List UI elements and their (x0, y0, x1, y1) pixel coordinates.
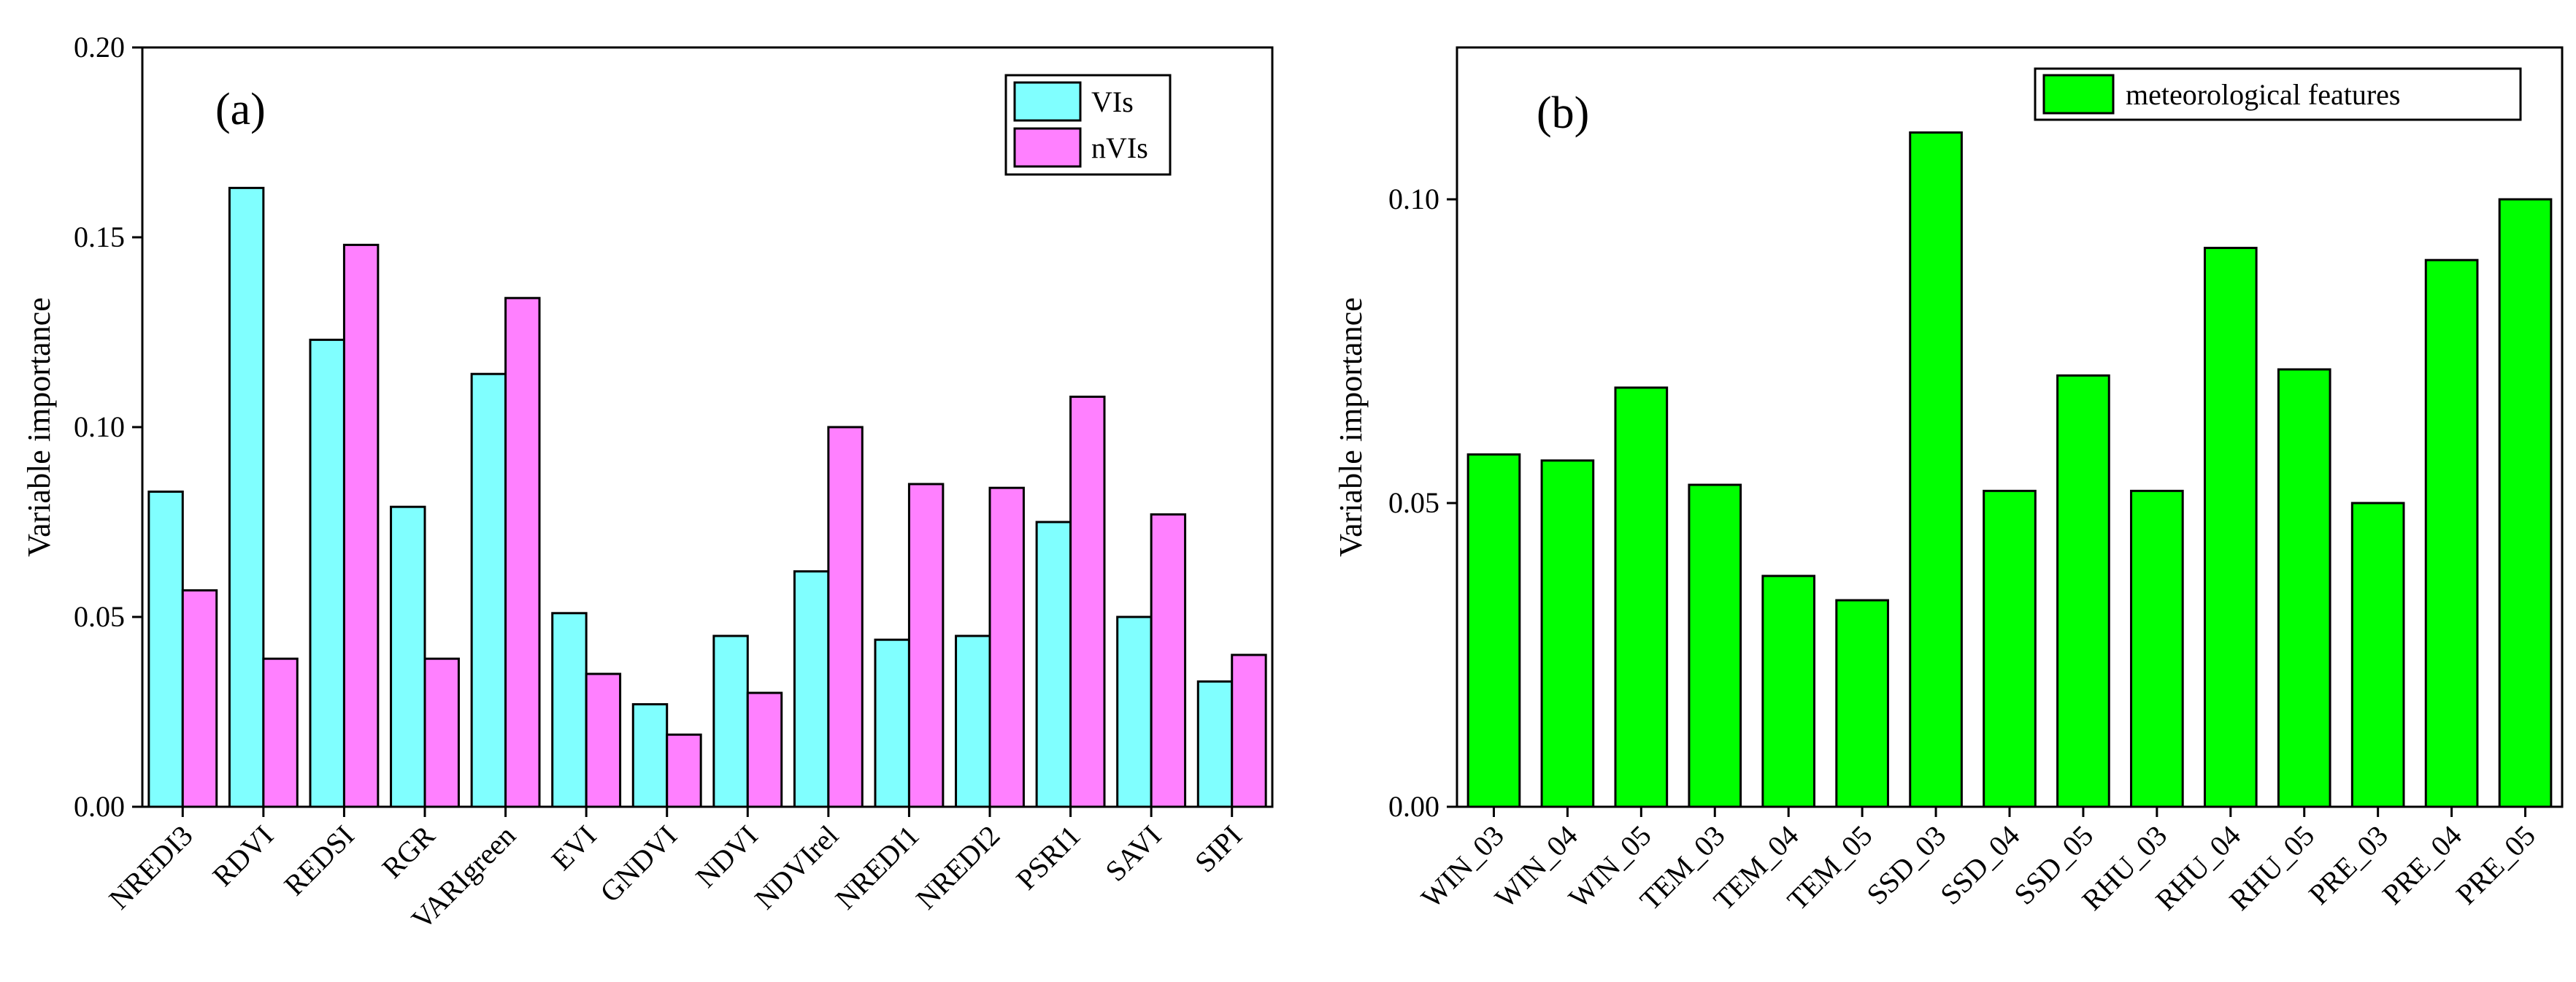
x-tick-label-win-04: WIN_04 (1488, 819, 1584, 915)
chart-b-legend: meteorological features (2034, 67, 2522, 121)
chart-a-bars (147, 186, 1267, 808)
bar-nvis-ndvirel (827, 426, 864, 808)
bar-vis-nredi2 (955, 634, 991, 808)
bar-meteorological-features-pre-05 (2498, 198, 2553, 808)
y-tick-label-0-20: 0.20 (74, 31, 125, 64)
legend-swatch-nvis (1013, 127, 1082, 168)
chart-a-panel-label: (a) (215, 85, 266, 134)
bar-vis-psri1 (1035, 521, 1072, 808)
x-tick-label-evi: EVI (545, 819, 603, 877)
bar-nvis-nredi3 (181, 589, 218, 808)
chart-b-y-axis: 0.00 0.05 0.10 (1388, 183, 1457, 823)
chart-b-legend-box (2034, 67, 2522, 121)
x-tick-label-ssd-04: SSD_04 (1934, 819, 2026, 911)
legend-label-nvis: nVIs (1091, 131, 1148, 164)
bar-meteorological-features-ssd-04 (1983, 489, 2037, 808)
bar-nvis-rgr (423, 657, 460, 808)
bar-vis-redsi (309, 338, 345, 808)
x-tick-label-psri1: PSRI1 (1010, 819, 1087, 897)
chart-b-x-axis: WIN_03WIN_04WIN_05TEM_03TEM_04TEM_05SSD_… (1415, 807, 2542, 917)
bar-meteorological-features-tem-04 (1761, 575, 1816, 808)
bar-vis-ndvi (712, 634, 749, 808)
chart-b-y-axis-title: Variable importance (1333, 297, 1369, 557)
x-tick-label-redsi: REDSI (277, 819, 361, 902)
bar-nvis-savi (1150, 513, 1187, 808)
legend-label-met: meteorological features (2126, 78, 2400, 111)
x-tick-label-nredi3: NREDI3 (102, 819, 199, 916)
bar-meteorological-features-ssd-05 (2056, 374, 2110, 808)
chart-b-bars (1466, 131, 2553, 808)
legend-swatch-vis (1013, 81, 1082, 122)
bar-vis-ndvirel (793, 570, 830, 808)
bar-vis-savi (1116, 615, 1153, 808)
bar-nvis-redsi (342, 243, 380, 808)
chart-a-y-axis: 0.00 0.05 0.10 0.15 0.20 (74, 31, 142, 823)
x-tick-label-win-03: WIN_03 (1415, 819, 1510, 915)
legend-label-vis: VIs (1091, 85, 1134, 118)
x-tick-label-savi: SAVI (1099, 819, 1167, 888)
bar-vis-sipi (1196, 680, 1234, 808)
bar-nvis-gndvi (666, 733, 702, 808)
bar-meteorological-features-pre-04 (2424, 258, 2479, 808)
bar-meteorological-features-rhu-04 (2203, 247, 2258, 808)
chart-a-legend: VIs nVIs (1004, 74, 1172, 176)
bar-nvis-ndvi (746, 691, 783, 808)
y-tick-label-0-10: 0.10 (74, 410, 125, 443)
y-tick-label-0-05: 0.05 (1388, 486, 1439, 519)
bar-meteorological-features-rhu-05 (2277, 368, 2331, 808)
chart-b: 0.00 0.05 0.10 WIN_03WIN_04WIN_05TEM_03TEM… (1333, 46, 2564, 917)
bar-nvis-rdvi (262, 657, 299, 808)
x-tick-label-rdvi: RDVI (206, 819, 280, 893)
bar-vis-evi (551, 612, 588, 808)
x-tick-label-pre-05: PRE_05 (2450, 819, 2542, 911)
bar-meteorological-features-tem-05 (1835, 599, 1889, 808)
x-tick-label-gndvi: GNDVI (593, 819, 683, 909)
bar-vis-varigreen (470, 372, 507, 808)
x-tick-label-pre-04: PRE_04 (2376, 819, 2468, 911)
chart-a-y-axis-title: Variable importance (21, 297, 57, 557)
bar-meteorological-features-rhu-03 (2130, 489, 2184, 808)
x-tick-label-ssd-03: SSD_03 (1860, 819, 1952, 911)
bar-nvis-nredi2 (988, 486, 1025, 808)
y-tick-label-0-15: 0.15 (74, 220, 125, 253)
y-tick-label-0-05: 0.05 (74, 600, 125, 633)
bar-vis-nredi3 (147, 490, 184, 808)
bar-meteorological-features-win-04 (1540, 459, 1595, 808)
bar-meteorological-features-pre-03 (2350, 502, 2405, 808)
bar-nvis-psri1 (1069, 395, 1106, 808)
bar-nvis-evi (585, 672, 622, 808)
x-tick-label-ndvirel: NDVIrel (748, 819, 845, 916)
x-tick-label-nredi2: NREDI2 (910, 819, 1006, 916)
bar-vis-gndvi (631, 703, 669, 808)
chart-b-panel-label: (b) (1537, 88, 1589, 138)
bar-meteorological-features-ssd-03 (1909, 131, 1963, 808)
bar-meteorological-features-win-05 (1614, 386, 1669, 808)
y-tick-label-0-10: 0.10 (1388, 183, 1439, 215)
bar-nvis-varigreen (504, 296, 541, 808)
legend-swatch-met (2042, 74, 2115, 115)
x-tick-label-sipi: SIPI (1188, 819, 1248, 879)
bar-nvis-sipi (1231, 653, 1267, 808)
bar-meteorological-features-tem-03 (1688, 483, 1742, 808)
x-tick-label-ndvi: NDVI (689, 819, 764, 894)
bar-nvis-nredi1 (907, 483, 945, 808)
y-tick-label-0-00: 0.00 (74, 790, 125, 823)
y-tick-label-0-00: 0.00 (1388, 790, 1439, 823)
bar-vis-rdvi (228, 186, 265, 808)
x-tick-label-pre-03: PRE_03 (2302, 819, 2394, 911)
bar-meteorological-features-win-03 (1466, 453, 1521, 808)
x-tick-label-rgr: RGR (375, 818, 441, 884)
bar-vis-rgr (390, 505, 426, 808)
x-tick-label-nredi1: NREDI1 (828, 819, 925, 916)
bar-vis-nredi1 (874, 638, 910, 808)
